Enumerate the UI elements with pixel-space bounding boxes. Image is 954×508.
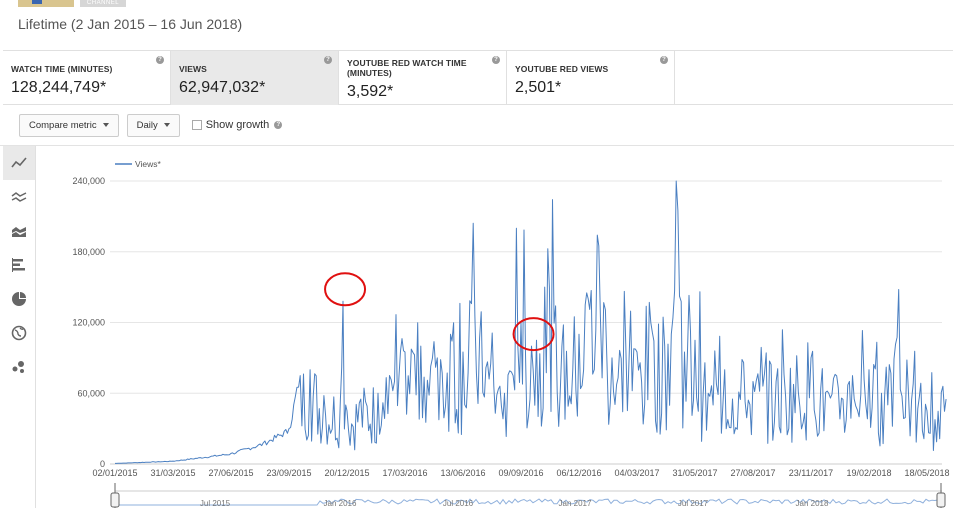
pie-chart-icon [12,292,26,306]
y-tick-label: 180,000 [72,247,105,257]
x-tick-label: 06/12/2016 [556,468,601,478]
metric-label: WATCH TIME (MINUTES) [11,64,113,74]
metric-value: 62,947,032* [179,79,266,96]
divider [0,145,954,146]
navigator-label: Jul 2016 [443,499,474,508]
navigator-label: Jul 2015 [200,499,231,508]
help-icon[interactable]: ? [324,56,332,64]
x-tick-label: 13/06/2016 [440,468,485,478]
x-tick-label: 17/03/2016 [382,468,427,478]
stacked-area-button[interactable] [3,214,35,248]
x-tick-label: 02/01/2015 [92,468,137,478]
metric-value: 128,244,749* [11,79,107,96]
metrics-bar: WATCH TIME (MINUTES) 128,244,749* ? VIEW… [3,50,953,105]
navigator-label: Jan 2018 [796,499,829,508]
navigator-series-line [116,498,939,506]
x-tick-label: 23/11/2017 [789,468,833,478]
bubble-chart-icon [12,361,24,373]
compare-metric-button[interactable]: Compare metric [19,113,119,137]
x-tick-label: 04/03/2017 [614,468,659,478]
bar-chart-button[interactable] [3,248,35,282]
metric-watch-time[interactable]: WATCH TIME (MINUTES) 128,244,749* ? [3,51,171,105]
y-tick-label: 60,000 [77,388,105,398]
metric-label: YOUTUBE RED VIEWS [515,64,609,74]
top-strip: CHANNEL [0,0,954,10]
chart-type-sidebar [3,146,36,508]
channel-thumbnail [18,0,74,7]
multi-line-icon [11,192,27,202]
pie-chart-button[interactable] [3,282,35,316]
granularity-dropdown[interactable]: Daily [126,113,180,137]
metric-value: 2,501* [515,79,562,96]
navigator-label: Jul 2017 [678,499,709,508]
legend-label: Views* [135,159,162,169]
help-icon[interactable]: ? [660,56,668,64]
y-tick-label: 0 [100,459,105,469]
x-tick-label: 27/08/2017 [730,468,775,478]
help-icon[interactable]: ? [274,121,283,129]
show-growth-label: Show growth [205,119,270,131]
caret-down-icon [163,123,170,127]
metric-label: YOUTUBE RED WATCH TIME (MINUTES) [347,58,467,78]
channel-badge: CHANNEL [80,0,126,7]
x-tick-label: 27/06/2015 [208,468,253,478]
caret-down-icon [102,123,109,127]
x-tick-label: 09/09/2016 [498,468,543,478]
help-icon[interactable]: ? [492,56,500,64]
x-tick-label: 20/12/2015 [324,468,369,478]
date-range-label[interactable]: Lifetime (2 Jan 2015 – 16 Jun 2018) [18,16,243,32]
navigator-label: Jan 2017 [559,499,592,508]
bubble-chart-button[interactable] [3,350,35,384]
compare-metric-label: Compare metric [29,119,97,131]
multi-line-button[interactable] [3,180,35,214]
metric-value: 3,592* [347,83,394,100]
y-tick-label: 240,000 [72,176,105,186]
metric-red-watch-time[interactable]: YOUTUBE RED WATCH TIME (MINUTES) 3,592* … [339,51,507,105]
navigator-label: Jan 2016 [324,499,357,508]
views-series-line [115,180,947,464]
navigator-handle[interactable] [110,492,120,508]
metric-label: VIEWS [179,64,207,74]
show-growth-toggle[interactable]: Show growth ? [191,119,283,131]
line-chart-icon [11,157,27,168]
help-icon[interactable]: ? [156,56,164,64]
x-tick-label: 31/03/2015 [150,468,195,478]
x-tick-label: 19/02/2018 [846,468,891,478]
views-chart: 0 60,000 120,000 180,000 240,000 02/01/2015 31… [0,146,954,508]
navigator-handle[interactable] [936,492,946,508]
granularity-label: Daily [136,119,158,131]
annotation-circle [512,317,555,352]
x-tick-label: 23/09/2015 [266,468,311,478]
chart-controls: Compare metric Daily Show growth ? [19,113,283,137]
y-tick-label: 120,000 [72,318,105,328]
bar-chart-icon [12,258,25,272]
metric-red-views[interactable]: YOUTUBE RED VIEWS 2,501* ? [507,51,675,105]
globe-icon [11,325,27,341]
stacked-area-icon [12,227,26,237]
show-growth-checkbox[interactable] [191,120,202,130]
line-chart-button[interactable] [3,146,35,180]
x-tick-label: 31/05/2017 [672,468,717,478]
x-tick-label: 18/05/2018 [904,468,949,478]
map-button[interactable] [3,316,35,350]
annotation-circle [324,272,367,307]
metric-views[interactable]: VIEWS 62,947,032* ? [171,51,339,105]
